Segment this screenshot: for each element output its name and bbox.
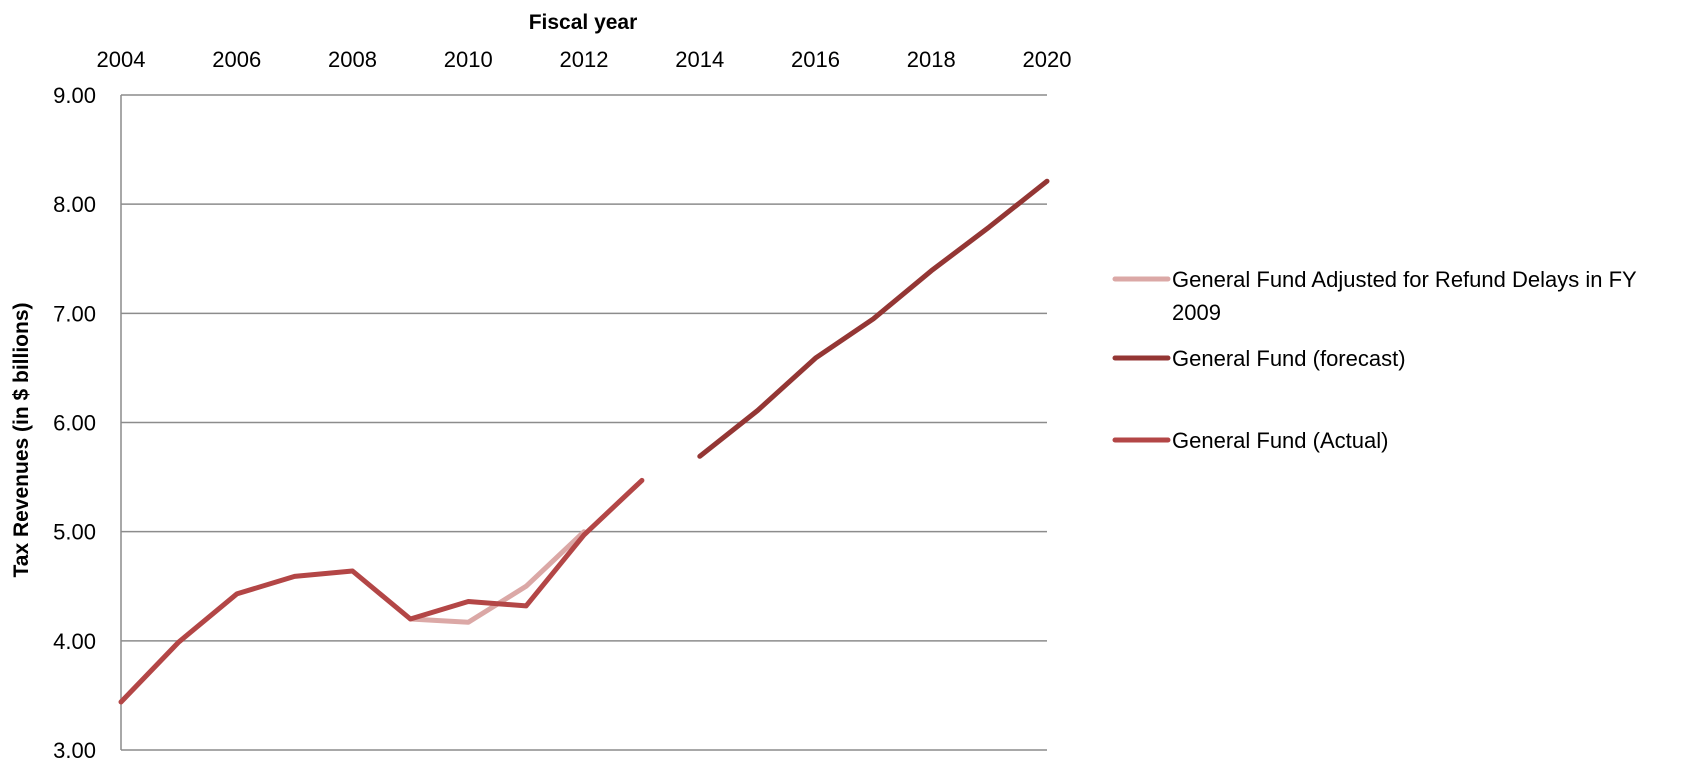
legend-label: General Fund (Actual)	[1172, 428, 1388, 453]
legend-label-line: General Fund (forecast)	[1172, 346, 1406, 371]
x-tick-label: 2016	[791, 47, 840, 72]
x-tick-label: 2004	[97, 47, 146, 72]
legend: General Fund Adjusted for Refund Delays …	[1112, 267, 1637, 453]
x-tick-label: 2020	[1023, 47, 1072, 72]
x-tick-label: 2014	[675, 47, 724, 72]
y-tick-label: 7.00	[53, 301, 96, 326]
y-tick-label: 8.00	[53, 192, 96, 217]
series-line-2	[118, 477, 645, 705]
y-tick-label: 9.00	[53, 83, 96, 108]
legend-label-line: 2009	[1172, 300, 1221, 325]
x-tick-label: 2006	[212, 47, 261, 72]
legend-label: General Fund (forecast)	[1172, 346, 1406, 371]
x-axis-title: Fiscal year	[529, 11, 638, 34]
x-tick-label: 2008	[328, 47, 377, 72]
gridlines	[121, 94, 1047, 751]
y-tick-label: 6.00	[53, 411, 96, 436]
legend-label-line: General Fund (Actual)	[1172, 428, 1388, 453]
y-tick-label: 3.00	[53, 738, 96, 761]
series-lines	[118, 178, 1050, 705]
x-tick-label: 2018	[907, 47, 956, 72]
legend-label: General Fund Adjusted for Refund Delays …	[1172, 267, 1637, 325]
x-tick-label: 2010	[444, 47, 493, 72]
legend-label-line: General Fund Adjusted for Refund Delays …	[1172, 267, 1637, 292]
y-axis-title: Tax Revenues (in $ billions)	[10, 302, 33, 577]
x-tick-label: 2012	[560, 47, 609, 72]
y-tick-label: 5.00	[53, 520, 96, 545]
y-tick-label: 4.00	[53, 629, 96, 654]
series-line-1	[697, 178, 1050, 459]
